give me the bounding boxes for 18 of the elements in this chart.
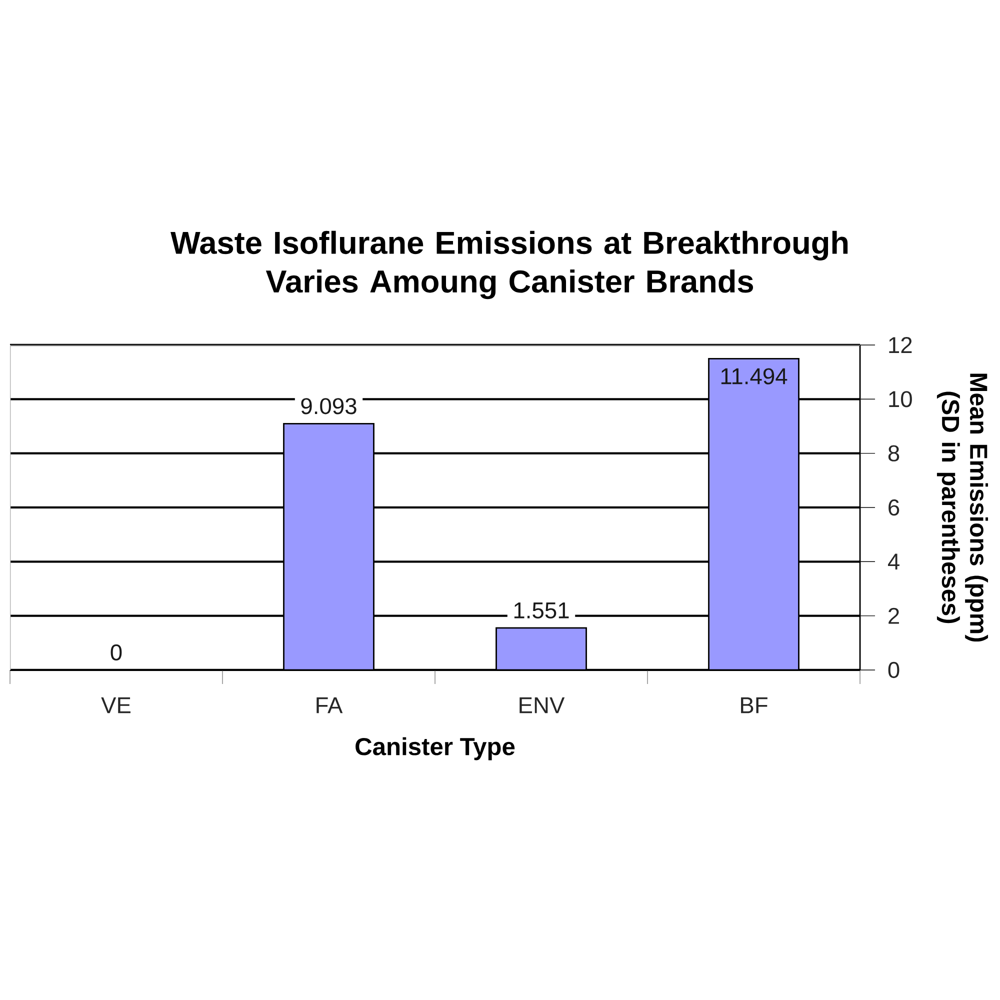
y-tick-label: 10: [889, 391, 912, 408]
data-label: 11.494: [721, 368, 788, 384]
y-tick-label: 8: [888, 445, 900, 462]
x-tick-label: FA: [316, 697, 343, 714]
x-tick-label: ENV: [520, 697, 565, 714]
y-tick-label: 4: [888, 554, 900, 570]
y-tick-label: 2: [888, 608, 899, 624]
data-label: 0: [110, 644, 122, 660]
y-tick-label: 6: [888, 499, 900, 516]
data-label: 9.093: [301, 398, 356, 414]
data-label: 1.551: [514, 602, 569, 618]
y-axis-title: Mean Emissions (ppm) (SD in parentheses): [936, 374, 988, 642]
x-tick-label: BF: [741, 697, 768, 714]
chart-title: Waste Isoflurane Emissions at Breakthrough Varies Amoung Canister Brands: [170, 230, 848, 300]
x-tick-label: VE: [101, 697, 130, 714]
x-axis-title: Canister Type: [356, 737, 515, 760]
y-tick-label: 12: [889, 337, 912, 353]
y-tick-label: 0: [888, 662, 900, 678]
